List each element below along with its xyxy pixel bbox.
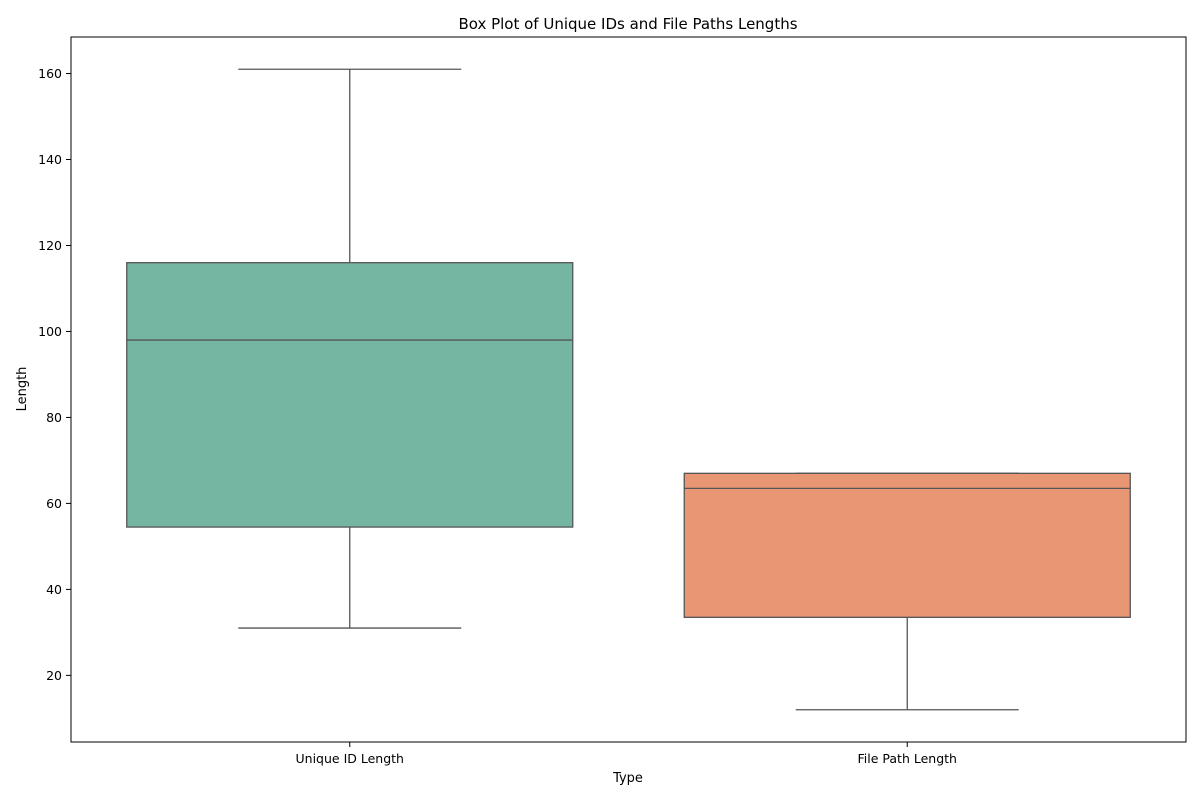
box-group bbox=[683, 472, 1131, 711]
plot-frame bbox=[70, 36, 1187, 743]
axis-ticks: Unique ID Length File Path Length 20 40 60 80… bbox=[38, 66, 957, 766]
y-tick-label: 20 bbox=[46, 668, 62, 683]
x-axis-label: Type bbox=[612, 771, 643, 786]
y-tick-label: 160 bbox=[38, 66, 62, 81]
box-iqr bbox=[683, 472, 1131, 618]
y-tick-label: 60 bbox=[46, 496, 62, 511]
y-tick-label: 100 bbox=[38, 324, 62, 339]
x-tick-label: Unique ID Length bbox=[296, 751, 404, 766]
plot-area bbox=[126, 68, 1131, 711]
y-axis-label: Length bbox=[15, 367, 30, 412]
chart-title: Box Plot of Unique IDs and File Paths Le… bbox=[458, 15, 797, 33]
x-tick-label: File Path Length bbox=[858, 751, 957, 766]
box-group bbox=[126, 68, 574, 629]
y-tick-label: 80 bbox=[46, 410, 62, 425]
y-tick-label: 120 bbox=[38, 238, 62, 253]
y-tick-label: 140 bbox=[38, 152, 62, 167]
y-tick-label: 40 bbox=[46, 582, 62, 597]
box-iqr bbox=[126, 262, 574, 528]
